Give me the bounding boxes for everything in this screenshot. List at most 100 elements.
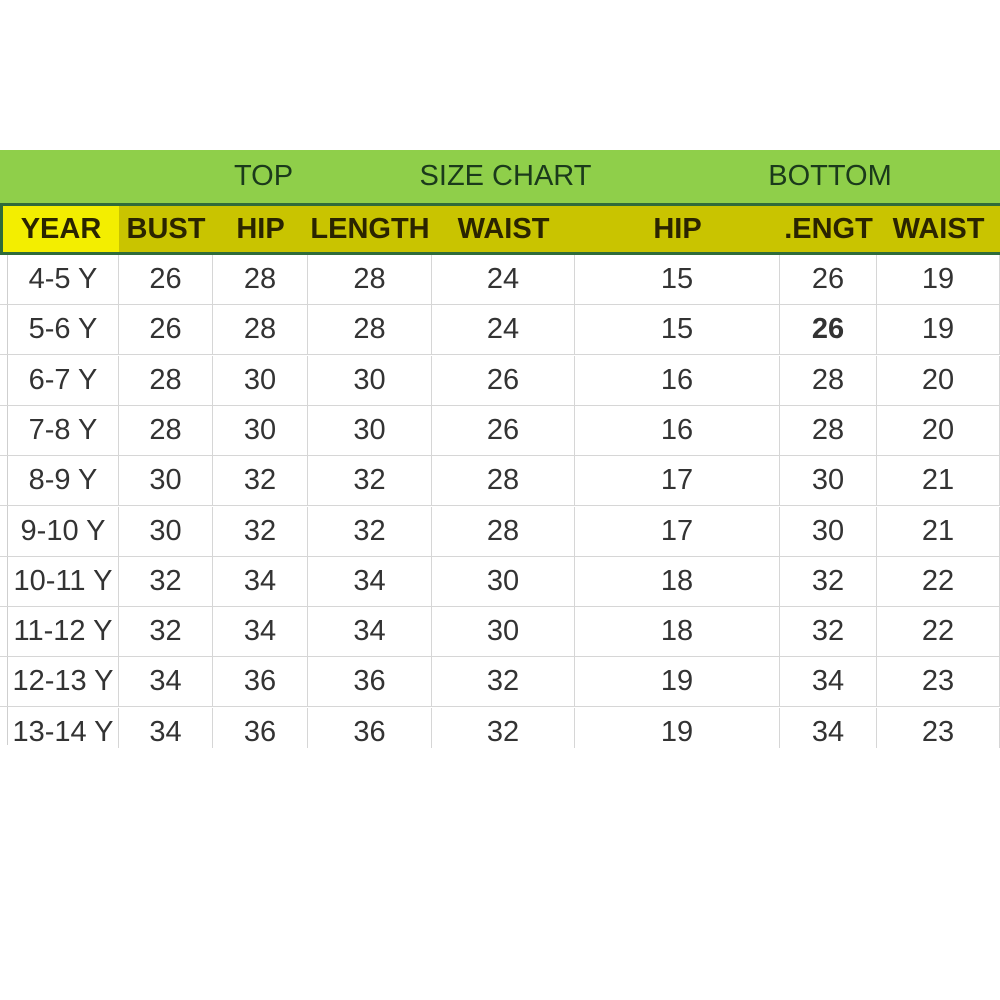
- value-cell[interactable]: 26: [432, 355, 575, 406]
- column-header-row: YEAR BUST HIP LENGTH WAIST HIP .ENGT WAIST: [0, 203, 1000, 255]
- value-cell[interactable]: 32: [213, 456, 308, 507]
- value-cell[interactable]: 20: [877, 355, 1000, 406]
- year-cell[interactable]: 4-5 Y: [0, 255, 119, 305]
- value-cell[interactable]: 36: [213, 707, 308, 748]
- value-cell[interactable]: 34: [308, 607, 432, 658]
- value-cell[interactable]: 30: [432, 556, 575, 607]
- year-cell[interactable]: 7-8 Y: [0, 405, 119, 456]
- table-row: 13-14 Y 34 36 36 32 19 34 23: [0, 707, 1000, 748]
- year-cell[interactable]: 6-7 Y: [0, 355, 119, 406]
- value-cell[interactable]: 30: [213, 405, 308, 456]
- value-cell[interactable]: 20: [877, 405, 1000, 456]
- value-cell[interactable]: 32: [432, 657, 575, 708]
- year-cell[interactable]: 12-13 Y: [0, 657, 119, 708]
- column-header[interactable]: LENGTH: [310, 212, 430, 245]
- value-cell[interactable]: 28: [780, 405, 877, 456]
- value-cell[interactable]: 28: [213, 305, 308, 356]
- value-cell[interactable]: 30: [780, 456, 877, 507]
- value-cell[interactable]: 32: [119, 556, 213, 607]
- value-cell[interactable]: 36: [308, 657, 432, 708]
- value-cell[interactable]: 30: [119, 506, 213, 557]
- table-row: 12-13 Y 34 36 36 32 19 34 23: [0, 657, 1000, 708]
- value-cell[interactable]: 18: [575, 556, 780, 607]
- column-header[interactable]: WAIST: [892, 212, 985, 245]
- value-cell[interactable]: 34: [308, 556, 432, 607]
- year-cell[interactable]: 5-6 Y: [0, 305, 119, 356]
- value-cell[interactable]: 28: [780, 355, 877, 406]
- value-cell[interactable]: 32: [780, 607, 877, 658]
- column-header[interactable]: HIP: [236, 212, 285, 245]
- value-cell[interactable]: 23: [877, 707, 1000, 748]
- column-header[interactable]: YEAR: [3, 206, 119, 252]
- value-cell[interactable]: 30: [308, 405, 432, 456]
- value-cell[interactable]: 26: [780, 255, 877, 305]
- value-cell[interactable]: 30: [213, 355, 308, 406]
- value-cell[interactable]: 26: [119, 305, 213, 356]
- value-cell[interactable]: 15: [575, 305, 780, 356]
- value-cell[interactable]: 19: [877, 255, 1000, 305]
- column-header[interactable]: HIP: [653, 212, 702, 245]
- value-cell[interactable]: 34: [119, 657, 213, 708]
- value-cell[interactable]: 34: [780, 707, 877, 748]
- title-row: TOP SIZE CHART BOTTOM: [0, 150, 1000, 203]
- table-row: 9-10 Y 30 32 32 28 17 30 21: [0, 506, 1000, 557]
- table-row: 5-6 Y 26 28 28 24 15 26 19: [0, 305, 1000, 356]
- value-cell[interactable]: 17: [575, 506, 780, 557]
- column-header[interactable]: BUST: [126, 212, 206, 245]
- value-cell[interactable]: 15: [575, 255, 780, 305]
- value-cell[interactable]: 24: [432, 305, 575, 356]
- value-cell[interactable]: 32: [780, 556, 877, 607]
- value-cell[interactable]: 28: [308, 255, 432, 305]
- value-cell[interactable]: 30: [119, 456, 213, 507]
- value-cell[interactable]: 32: [213, 506, 308, 557]
- value-cell[interactable]: 23: [877, 657, 1000, 708]
- year-cell[interactable]: 9-10 Y: [0, 506, 119, 557]
- value-cell[interactable]: 30: [432, 607, 575, 658]
- value-cell[interactable]: 28: [308, 305, 432, 356]
- table-row: 8-9 Y 30 32 32 28 17 30 21: [0, 456, 1000, 507]
- value-cell[interactable]: 28: [119, 405, 213, 456]
- value-cell[interactable]: 28: [432, 506, 575, 557]
- bottom-label: BOTTOM: [768, 160, 892, 192]
- value-cell[interactable]: 34: [780, 657, 877, 708]
- value-cell[interactable]: 32: [119, 607, 213, 658]
- column-header[interactable]: WAIST: [457, 212, 550, 245]
- value-cell[interactable]: 32: [308, 456, 432, 507]
- value-cell[interactable]: 28: [432, 456, 575, 507]
- value-cell[interactable]: 21: [877, 506, 1000, 557]
- column-header[interactable]: .ENGT: [784, 212, 873, 245]
- value-cell[interactable]: 32: [308, 506, 432, 557]
- value-cell[interactable]: 22: [877, 556, 1000, 607]
- table-row: 4-5 Y 26 28 28 24 15 26 19: [0, 255, 1000, 305]
- value-cell[interactable]: 30: [308, 355, 432, 406]
- value-cell[interactable]: 36: [213, 657, 308, 708]
- value-cell[interactable]: 28: [119, 355, 213, 406]
- value-cell[interactable]: 26: [432, 405, 575, 456]
- value-cell[interactable]: 32: [432, 707, 575, 748]
- title-spacer: [0, 150, 216, 203]
- value-cell[interactable]: 26: [780, 305, 877, 356]
- value-cell[interactable]: 24: [432, 255, 575, 305]
- value-cell[interactable]: 22: [877, 607, 1000, 658]
- value-cell[interactable]: 19: [575, 707, 780, 748]
- year-cell[interactable]: 10-11 Y: [0, 556, 119, 607]
- value-cell[interactable]: 17: [575, 456, 780, 507]
- value-cell[interactable]: 21: [877, 456, 1000, 507]
- value-cell[interactable]: 19: [877, 305, 1000, 356]
- year-cell[interactable]: 13-14 Y: [0, 707, 119, 748]
- value-cell[interactable]: 34: [213, 556, 308, 607]
- year-cell[interactable]: 8-9 Y: [0, 456, 119, 507]
- value-cell[interactable]: 36: [308, 707, 432, 748]
- value-cell[interactable]: 28: [213, 255, 308, 305]
- value-cell[interactable]: 16: [575, 405, 780, 456]
- table-row: 7-8 Y 28 30 30 26 16 28 20: [0, 405, 1000, 456]
- value-cell[interactable]: 34: [119, 707, 213, 748]
- value-cell[interactable]: 34: [213, 607, 308, 658]
- value-cell[interactable]: 18: [575, 607, 780, 658]
- value-cell[interactable]: 26: [119, 255, 213, 305]
- value-cell[interactable]: 19: [575, 657, 780, 708]
- value-cell[interactable]: 16: [575, 355, 780, 406]
- top-label: TOP: [233, 160, 294, 192]
- year-cell[interactable]: 11-12 Y: [0, 607, 119, 658]
- value-cell[interactable]: 30: [780, 506, 877, 557]
